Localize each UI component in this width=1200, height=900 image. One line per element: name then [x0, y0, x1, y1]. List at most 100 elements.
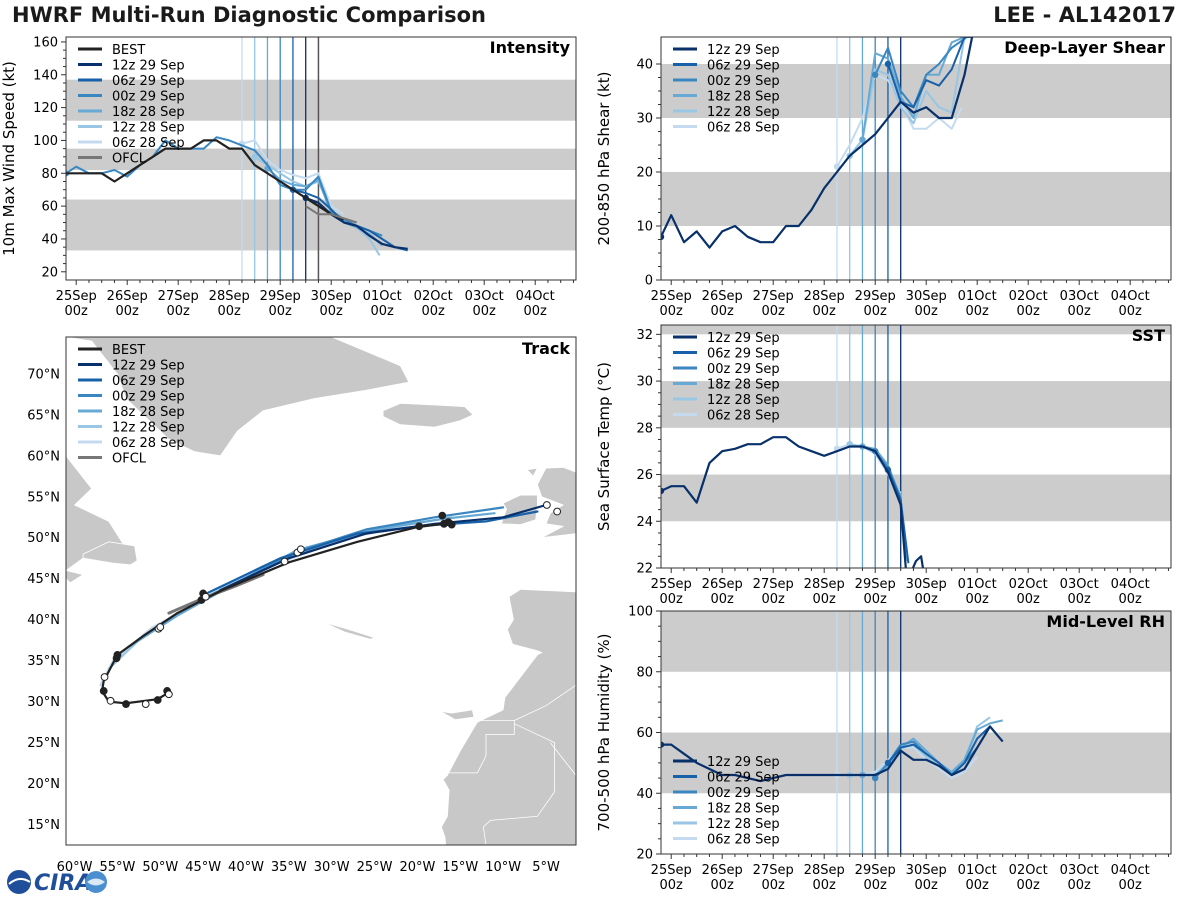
xtick-label-shear: 00z: [915, 304, 939, 319]
best-point: [553, 507, 562, 516]
legend-label-12z-29-sep: 12z 29 Sep: [112, 359, 185, 374]
ytick-label-intensity: 100: [33, 134, 58, 149]
init-dot-shear-18z-28-sep: [859, 136, 866, 143]
xtick-label-sst: 00z: [966, 592, 990, 607]
xtick-label-sst: 27Sep: [753, 577, 794, 592]
panel-intensity: 2040608010012014016025Sep00z26Sep00z27Se…: [0, 35, 577, 319]
xtick-label-intensity: 00z: [320, 304, 344, 319]
best-point: [415, 522, 424, 531]
xtick-label-shear: 25Sep: [651, 289, 692, 304]
cira-logo-icon: CIRA: [7, 870, 107, 896]
land-canaries: [440, 709, 475, 721]
xtick-label-intensity: 29Sep: [260, 289, 301, 304]
ytick-label-shear: 40: [636, 58, 653, 73]
line-shear-12z-29-sep: [661, 37, 974, 249]
xtick-label-sst: 00z: [915, 592, 939, 607]
init-dot-shear-12z-29-sep: [661, 233, 665, 240]
xtick-label-shear: 00z: [1119, 304, 1143, 319]
best-point: [99, 687, 108, 695]
xtick-label-rh: 26Sep: [702, 863, 743, 878]
xtick-label-rh: 25Sep: [651, 863, 692, 878]
ytick-label-track: 65°N: [27, 408, 60, 423]
line-sst-12z-29-sep: [661, 436, 925, 568]
series-sst: [661, 436, 925, 568]
band-intensity-2: [66, 79, 576, 121]
title-intensity: Intensity: [490, 38, 571, 57]
legend-label-12z-28-sep: 12z 28 Sep: [112, 121, 185, 136]
xtick-label-rh: 29Sep: [855, 863, 896, 878]
xtick-label-rh: 00z: [1068, 878, 1092, 893]
xtick-label-shear: 00z: [813, 304, 837, 319]
band-sst-0: [661, 474, 1171, 522]
init-dot-shear-06z-29-sep: [884, 60, 892, 68]
ytick-label-track: 30°N: [27, 695, 60, 710]
title-track: Track: [522, 339, 570, 358]
legend-label-06z-29-sep: 06z 29 Sep: [112, 74, 185, 89]
xtick-label-sst: 00z: [660, 592, 684, 607]
xtick-label-sst: 00z: [762, 592, 786, 607]
best-point: [100, 673, 109, 681]
best-point: [106, 696, 115, 705]
logo-text: CIRA: [34, 871, 92, 896]
legend-label-06z-28-sep: 06z 28 Sep: [112, 436, 185, 451]
border-5: [549, 742, 576, 776]
xtick-label-shear: 30Sep: [906, 289, 947, 304]
legend-label-12z-28-sep: 12z 28 Sep: [707, 105, 780, 120]
cira-logo: CIRA: [4, 866, 114, 898]
xtick-label-track: 55°W: [99, 860, 135, 875]
band-intensity-1: [66, 148, 576, 170]
xtick-label-intensity: 00z: [371, 304, 395, 319]
legend-label-12z-29-sep: 12z 29 Sep: [707, 43, 780, 58]
xtick-label-rh: 04Oct: [1111, 863, 1150, 878]
legend-label-best: BEST: [112, 43, 145, 58]
ytick-label-sst: 30: [636, 375, 653, 390]
ytick-label-intensity: 160: [33, 35, 58, 50]
best-point: [112, 654, 121, 663]
legend-label-18z-28-sep: 18z 28 Sep: [707, 378, 780, 393]
ytick-label-sst: 24: [636, 515, 653, 530]
line-intensity-best: [66, 139, 345, 221]
init-dot-sst-12z-29-sep: [661, 487, 665, 495]
best-point: [280, 557, 289, 566]
xtick-label-track: 15°W: [442, 860, 478, 875]
legend-label-ofcl: OFCL: [112, 152, 147, 167]
xtick-label-sst: 01Oct: [958, 577, 997, 592]
ytick-label-shear: 30: [636, 112, 653, 127]
xtick-label-rh: 00z: [966, 878, 990, 893]
band-sst-1: [661, 381, 1171, 428]
xtick-label-intensity: 26Sep: [107, 289, 148, 304]
xtick-label-intensity: 30Sep: [311, 289, 352, 304]
xtick-label-rh: 00z: [762, 878, 786, 893]
legend-label-ofcl: OFCL: [112, 452, 147, 467]
xtick-label-rh: 00z: [1119, 878, 1143, 893]
ytick-label-track: 35°N: [27, 654, 60, 669]
init-lines-sst: [836, 325, 902, 568]
line-rh-18z-28-sep: [862, 719, 1003, 776]
ylabel-shear: 200-850 hPa Shear (kt): [595, 72, 613, 246]
legend-label-06z-29-sep: 06z 29 Sep: [707, 59, 780, 74]
line-rh-06z-29-sep: [887, 725, 991, 776]
xtick-label-sst: 00z: [864, 592, 888, 607]
legend-label-18z-28-sep: 18z 28 Sep: [112, 105, 185, 120]
ytick-label-rh: 20: [636, 848, 653, 863]
best-point: [542, 501, 551, 509]
ytick-label-shear: 10: [636, 220, 653, 235]
xtick-label-intensity: 28Sep: [209, 289, 250, 304]
ytick-label-track: 40°N: [27, 613, 60, 628]
init-dot-rh-12z-29-sep: [661, 741, 665, 748]
xtick-label-rh: 00z: [1017, 878, 1041, 893]
xtick-label-intensity: 03Oct: [465, 289, 504, 304]
frame-track: [65, 336, 577, 846]
ytick-label-track: 60°N: [27, 449, 60, 464]
xtick-label-rh: 00z: [864, 878, 888, 893]
xtick-label-sst: 00z: [813, 592, 837, 607]
ytick-label-sst: 32: [636, 328, 653, 343]
xtick-label-shear: 01Oct: [958, 289, 997, 304]
xtick-label-intensity: 04Oct: [516, 289, 555, 304]
xtick-label-rh: 30Sep: [906, 863, 947, 878]
init-dot-rh-06z-29-sep: [884, 759, 892, 767]
ytick-label-track: 15°N: [27, 818, 60, 833]
legend-label-06z-28-sep: 06z 28 Sep: [112, 136, 185, 151]
